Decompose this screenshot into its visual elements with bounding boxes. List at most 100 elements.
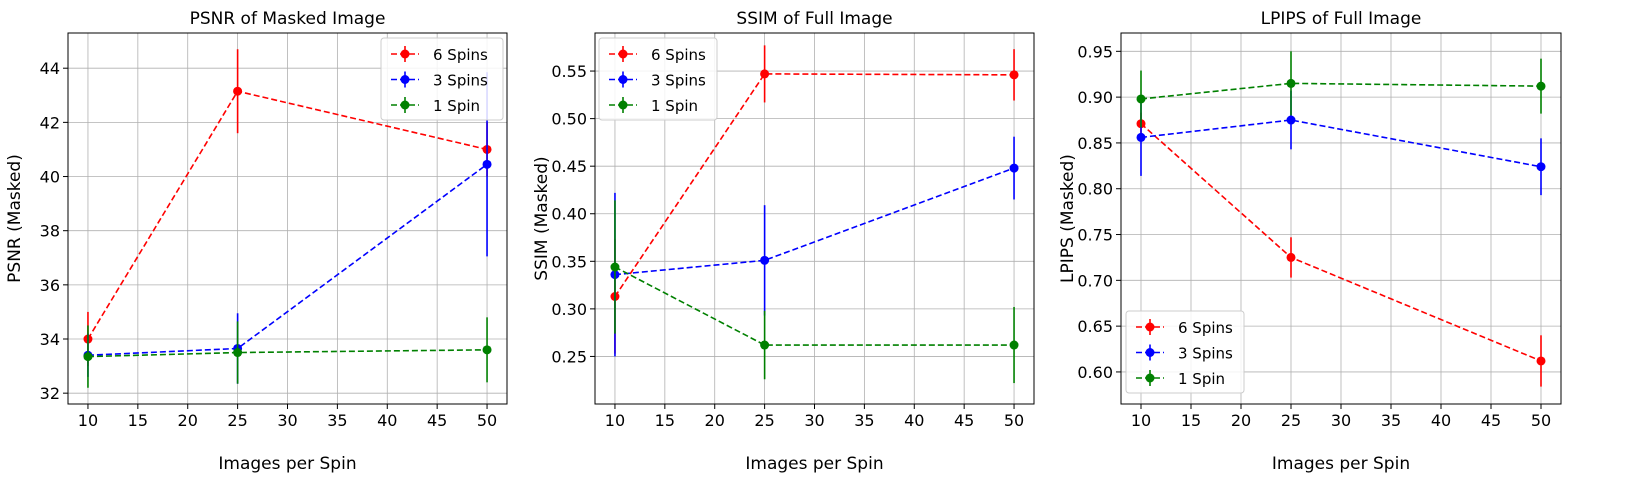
y-tick-label: 42: [40, 113, 60, 132]
legend-marker: [400, 100, 410, 110]
chart-1: 10 15 20 25 30 35 40 45 50 32 34 36 38 40 42 44 PSNR of …: [5, 9, 508, 474]
legend-marker: [618, 49, 628, 59]
y-tick-label: 32: [40, 384, 60, 403]
series-line-3-spins: [614, 167, 1015, 276]
y-tick-label: 40: [40, 168, 60, 187]
x-tick-label: 35: [1381, 411, 1401, 430]
y-tick-label: 0.30: [551, 300, 587, 319]
x-tick-label: 20: [1231, 411, 1251, 430]
data-point: [760, 69, 770, 79]
data-point: [610, 262, 620, 272]
x-tick-label: 30: [277, 411, 297, 430]
legend-marker: [400, 75, 410, 84]
x-tick-label: 30: [1331, 411, 1351, 430]
data-point: [233, 348, 243, 358]
data-point: [760, 340, 770, 350]
x-tick-label: 25: [754, 411, 774, 430]
legend: 6 Spins 3 Spins 1 Spin: [598, 37, 718, 121]
y-tick-label: 0.80: [1077, 180, 1113, 199]
x-tick-label: 50: [1531, 411, 1551, 430]
y-tick-label: 0.45: [551, 157, 587, 176]
data-point: [1536, 356, 1546, 366]
y-tick-label: 0.70: [1077, 271, 1113, 290]
y-tick-label: 34: [40, 330, 60, 349]
y-axis-label: LPIPS (Masked): [1058, 154, 1078, 283]
x-tick-label: 15: [1181, 411, 1201, 430]
x-axis-label: Images per Spin: [1272, 454, 1410, 474]
chart-3: 10 15 20 25 30 35 40 45 50 0.60 0.65 0.70 0.75 0.80 0.…: [1058, 9, 1562, 474]
x-tick-label: 15: [655, 411, 675, 430]
x-tick-label: 40: [1431, 411, 1451, 430]
data-point: [1286, 252, 1296, 262]
data-point: [1009, 163, 1019, 173]
y-tick-label: 0.25: [551, 347, 587, 366]
data-point: [83, 352, 93, 362]
y-tick-label: 38: [40, 222, 60, 241]
data-point: [482, 159, 492, 169]
legend-label: 1 Spin: [433, 97, 480, 115]
y-tick-label: 0.60: [1077, 363, 1113, 382]
legend-marker: [1145, 348, 1155, 357]
legend-label: 6 Spins: [651, 46, 706, 64]
legend-frame: [380, 37, 504, 121]
series-line-1-spin: [614, 266, 1015, 346]
y-tick-label: 0.40: [551, 205, 587, 224]
series-line-6-spins: [614, 73, 1015, 297]
legend-label: 3 Spins: [651, 72, 706, 90]
legend: 6 Spins 3 Spins 1 Spin: [1125, 310, 1245, 394]
x-tick-label: 35: [854, 411, 874, 430]
series-line-3-spins: [1140, 119, 1542, 168]
data-point: [1009, 70, 1019, 80]
y-tick-label: 0.65: [1077, 317, 1113, 336]
y-tick-label: 0.85: [1077, 134, 1113, 153]
legend-frame: [598, 37, 718, 121]
x-tick-label: 10: [1131, 411, 1151, 430]
legend-marker: [400, 49, 410, 59]
data-point: [1009, 340, 1019, 350]
legend-marker: [1145, 322, 1155, 332]
chart-2: 10 15 20 25 30 35 40 45 50 0.25 0.30 0.35 0.40 0.45 0.…: [532, 9, 1035, 474]
legend-label: 1 Spin: [1178, 370, 1225, 388]
chart-title: LPIPS of Full Image: [1261, 9, 1422, 29]
legend-label: 3 Spins: [433, 72, 488, 90]
x-axis-label: Images per Spin: [745, 454, 883, 474]
legend-marker: [618, 75, 628, 84]
legend-marker: [1145, 373, 1155, 383]
x-tick-label: 40: [377, 411, 397, 430]
y-tick-label: 0.90: [1077, 88, 1113, 107]
x-tick-label: 30: [804, 411, 824, 430]
y-tick-label: 0.50: [551, 110, 587, 129]
chart-title: PSNR of Masked Image: [190, 9, 386, 29]
x-tick-label: 20: [705, 411, 725, 430]
data-point: [1286, 78, 1296, 88]
x-axis-label: Images per Spin: [218, 454, 356, 474]
x-tick-label: 10: [605, 411, 625, 430]
data-point: [1536, 81, 1546, 91]
x-tick-label: 40: [904, 411, 924, 430]
series-line-1-spin: [1140, 82, 1542, 100]
x-tick-label: 45: [1481, 411, 1501, 430]
legend-label: 6 Spins: [433, 46, 488, 64]
y-tick-label: 0.35: [551, 252, 587, 271]
x-tick-label: 25: [227, 411, 247, 430]
x-tick-label: 35: [327, 411, 347, 430]
x-tick-label: 45: [427, 411, 447, 430]
data-point: [760, 255, 770, 265]
x-tick-label: 50: [1004, 411, 1024, 430]
y-tick-label: 36: [40, 276, 60, 295]
y-tick-label: 0.95: [1077, 42, 1113, 61]
x-tick-label: 20: [178, 411, 198, 430]
x-tick-label: 10: [78, 411, 98, 430]
y-tick-label: 0.55: [551, 62, 587, 81]
legend-marker: [618, 100, 628, 110]
y-axis-label: SSIM (Masked): [532, 156, 552, 280]
x-tick-label: 15: [128, 411, 148, 430]
x-tick-label: 50: [477, 411, 497, 430]
data-point: [1536, 162, 1546, 172]
y-axis-label: PSNR (Masked): [5, 154, 25, 283]
data-point: [1286, 115, 1296, 125]
data-point: [1136, 94, 1146, 104]
legend: 6 Spins 3 Spins 1 Spin: [380, 37, 504, 121]
y-tick-label: 44: [40, 59, 60, 78]
